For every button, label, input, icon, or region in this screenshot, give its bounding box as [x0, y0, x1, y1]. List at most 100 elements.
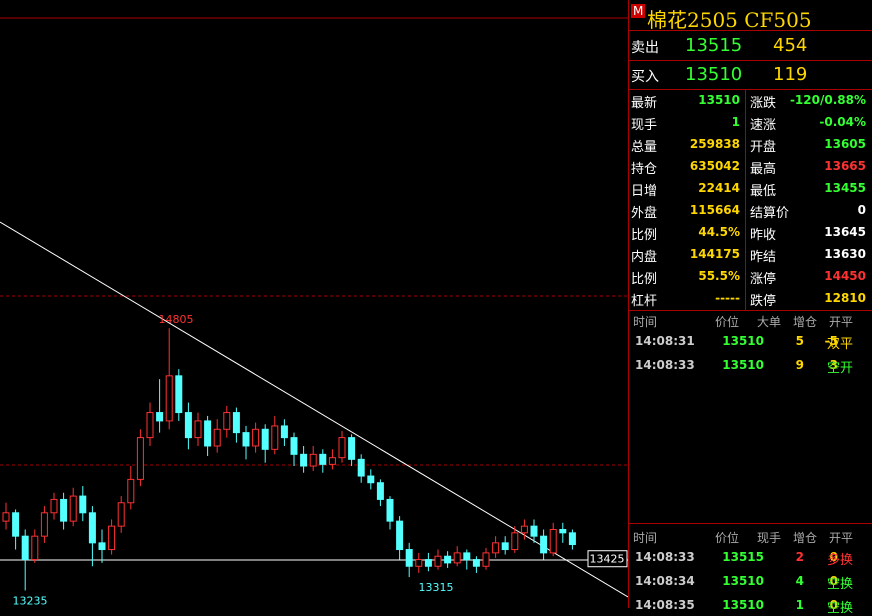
quote-label: 现手 — [631, 118, 658, 133]
separator — [629, 60, 872, 61]
tick-cell: 多换 — [827, 553, 854, 568]
quote-value: 144175 — [689, 247, 740, 261]
quote-label: 杠杆 — [631, 294, 658, 309]
candle-body — [79, 495, 87, 514]
book-price: 13515 — [685, 35, 743, 56]
quote-label: 总量 — [631, 140, 658, 155]
candle-body — [463, 552, 471, 561]
candle-body — [175, 375, 183, 414]
tick-cell: 空换 — [827, 577, 854, 592]
tick-cell: 14:08:31 — [635, 334, 695, 348]
candle-body — [136, 437, 144, 480]
tick-cell: 空开 — [827, 361, 854, 376]
table-header: 增仓 — [793, 531, 818, 545]
tick-cell: 5 — [795, 334, 804, 348]
tick-cell: 9 — [795, 358, 804, 372]
quote-label: 比例 — [631, 228, 658, 243]
tick-cell: 1 — [795, 598, 804, 612]
candle-body — [309, 453, 317, 467]
candle-body — [69, 495, 77, 522]
quote-value: 13455 — [824, 181, 866, 195]
candle-body — [88, 512, 96, 544]
tick-cell: 14:08:33 — [635, 358, 695, 372]
candle-body — [568, 532, 576, 546]
tick-cell: 13510 — [722, 358, 764, 372]
candle-body — [492, 542, 500, 554]
separator — [629, 523, 872, 524]
candle-body — [376, 482, 384, 500]
candle-body — [520, 525, 528, 534]
tick-cell: 13510 — [722, 574, 764, 588]
tick-cell: 14:08:35 — [635, 598, 695, 612]
candle-body — [300, 453, 308, 467]
table-header: 现手 — [757, 531, 782, 545]
tick-cell: 0 — [829, 574, 838, 588]
tick-cell: 13510 — [722, 334, 764, 348]
table-header: 价位 — [715, 315, 740, 329]
candle-body — [156, 412, 164, 422]
candle-body — [271, 425, 279, 450]
tick-cell: -5 — [824, 334, 838, 348]
candle-body — [50, 498, 58, 514]
candle-body — [2, 512, 10, 522]
quote-value: 22414 — [698, 181, 740, 195]
candle-body — [223, 412, 231, 430]
tick-cell: 13510 — [722, 598, 764, 612]
quote-value: 44.5% — [698, 225, 740, 239]
quote-label: 内盘 — [631, 250, 658, 265]
candle-body — [213, 428, 221, 447]
candle-body — [386, 498, 394, 522]
candle-body — [31, 535, 39, 561]
min-label: 13235 — [13, 594, 48, 607]
quote-label: 最新 — [631, 96, 658, 111]
separator — [745, 90, 746, 310]
quote-value: 13645 — [824, 225, 866, 239]
tick-cell: 3 — [829, 358, 838, 372]
separator — [629, 310, 872, 311]
tick-cell: 2 — [795, 550, 804, 564]
quote-value: 13605 — [824, 137, 866, 151]
candle-body — [405, 549, 413, 567]
candle-body — [501, 542, 509, 551]
candle-body — [40, 512, 48, 537]
book-label: 卖出 — [631, 40, 659, 56]
table-header: 大单 — [757, 315, 782, 329]
kline-chart: 14805 13315 13235 13425 — [0, 17, 628, 607]
separator — [629, 89, 872, 90]
candle-body — [434, 555, 442, 567]
quote-label: 日增 — [631, 184, 658, 199]
quote-label: 最低 — [750, 184, 777, 199]
candle-body — [117, 502, 125, 527]
candle-body — [252, 428, 260, 447]
candle-body — [12, 512, 20, 537]
quote-value: 115664 — [689, 203, 740, 217]
quote-value: 635042 — [689, 159, 740, 173]
low-label: 13315 — [419, 581, 454, 594]
instrument-title: 棉花2505 CF505 — [647, 8, 812, 32]
book-label: 买入 — [631, 69, 659, 85]
candle-body — [98, 542, 106, 551]
quote-label: 最高 — [750, 162, 777, 177]
quote-label: 涨跌 — [750, 96, 777, 111]
quote-value: 13665 — [824, 159, 866, 173]
candle-body — [444, 555, 452, 564]
candle-body — [204, 420, 212, 447]
quote-label: 跌停 — [750, 294, 777, 309]
quote-label: 昨结 — [750, 250, 777, 265]
candle-body — [328, 457, 336, 465]
candle-body — [280, 425, 288, 439]
tick-cell: 0 — [829, 598, 838, 612]
candle-body — [511, 532, 519, 551]
candle-body — [357, 458, 365, 477]
table-header: 增仓 — [793, 315, 818, 329]
quote-value: ----- — [715, 291, 740, 305]
price-tag-box — [587, 550, 628, 568]
badge: M — [631, 4, 646, 18]
book-price: 13510 — [685, 64, 743, 85]
quote-value: 1 — [731, 115, 740, 129]
tick-cell: 空换 — [827, 601, 854, 616]
candle-body — [348, 437, 356, 460]
quote-label: 昨收 — [750, 228, 777, 243]
tick-cell: 13515 — [722, 550, 764, 564]
